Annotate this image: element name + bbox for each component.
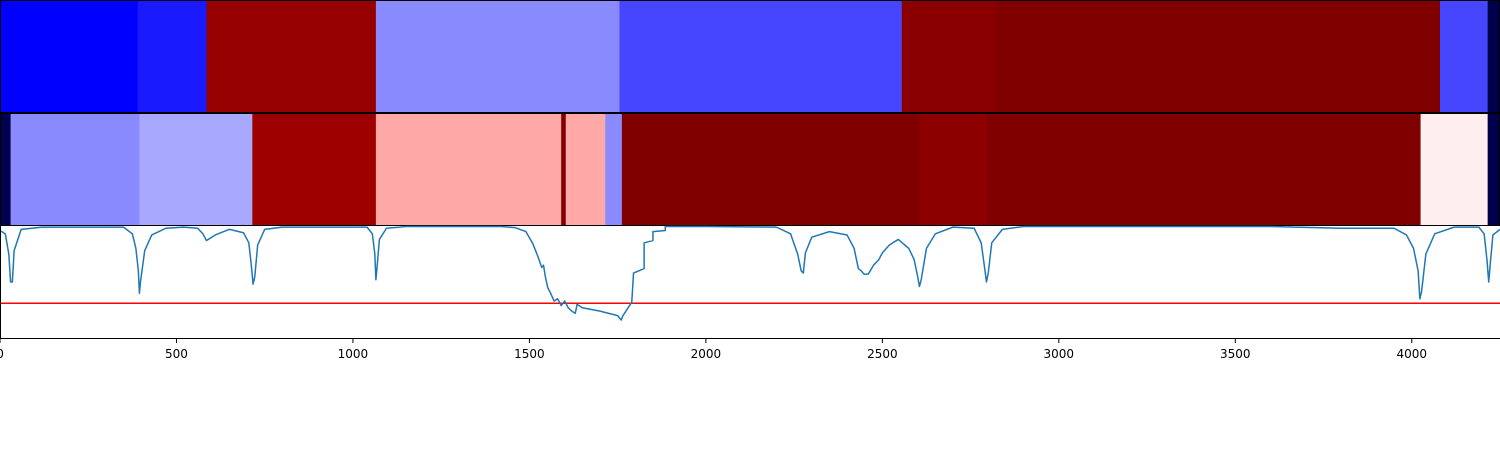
x-axis: 0 500 1000 1500 2000 2500 3000 3500 4000 bbox=[0, 338, 1427, 361]
top-strip-segment-5 bbox=[902, 1, 996, 112]
top-strip-segment-3 bbox=[376, 1, 620, 112]
top-strip-segment-6 bbox=[995, 1, 1440, 112]
middle-heatmap-strip bbox=[0, 114, 1500, 225]
top-strip-segment-8 bbox=[1488, 1, 1500, 112]
x-tick-label-1000: 1000 bbox=[338, 347, 369, 361]
x-tick-label-3000: 3000 bbox=[1044, 347, 1075, 361]
x-tick-label-2500: 2500 bbox=[867, 347, 898, 361]
top-strip-segment-4 bbox=[619, 1, 902, 112]
top-strip-segment-1 bbox=[138, 1, 207, 112]
middle-strip-segment-6 bbox=[566, 114, 606, 225]
plot-background bbox=[0, 226, 1500, 338]
middle-strip-segment-3 bbox=[252, 114, 376, 225]
middle-strip-segment-10 bbox=[986, 114, 1421, 225]
middle-strip-segment-1 bbox=[11, 114, 140, 225]
x-tick-label-0: 0 bbox=[0, 347, 4, 361]
middle-strip-segment-5 bbox=[561, 114, 566, 225]
top-strip-segment-7 bbox=[1440, 1, 1488, 112]
middle-strip-segment-0 bbox=[0, 114, 11, 225]
x-tick-label-3500: 3500 bbox=[1220, 347, 1251, 361]
top-strip-segment-0 bbox=[0, 1, 138, 112]
middle-strip-segment-4 bbox=[376, 114, 562, 225]
top-strip-segment-2 bbox=[206, 1, 376, 112]
middle-strip-segment-9 bbox=[919, 114, 987, 225]
x-tick-label-2000: 2000 bbox=[691, 347, 722, 361]
middle-strip-segment-7 bbox=[605, 114, 622, 225]
x-tick-label-500: 500 bbox=[165, 347, 188, 361]
middle-strip-segment-2 bbox=[139, 114, 252, 225]
top-heatmap-strip bbox=[0, 1, 1500, 112]
x-tick-label-4000: 4000 bbox=[1396, 347, 1427, 361]
middle-strip-segment-12 bbox=[1488, 114, 1500, 225]
x-tick-label-1500: 1500 bbox=[514, 347, 545, 361]
bottom-line-plot bbox=[0, 226, 1500, 339]
middle-strip-segment-11 bbox=[1421, 114, 1489, 225]
middle-strip-segment-8 bbox=[622, 114, 920, 225]
